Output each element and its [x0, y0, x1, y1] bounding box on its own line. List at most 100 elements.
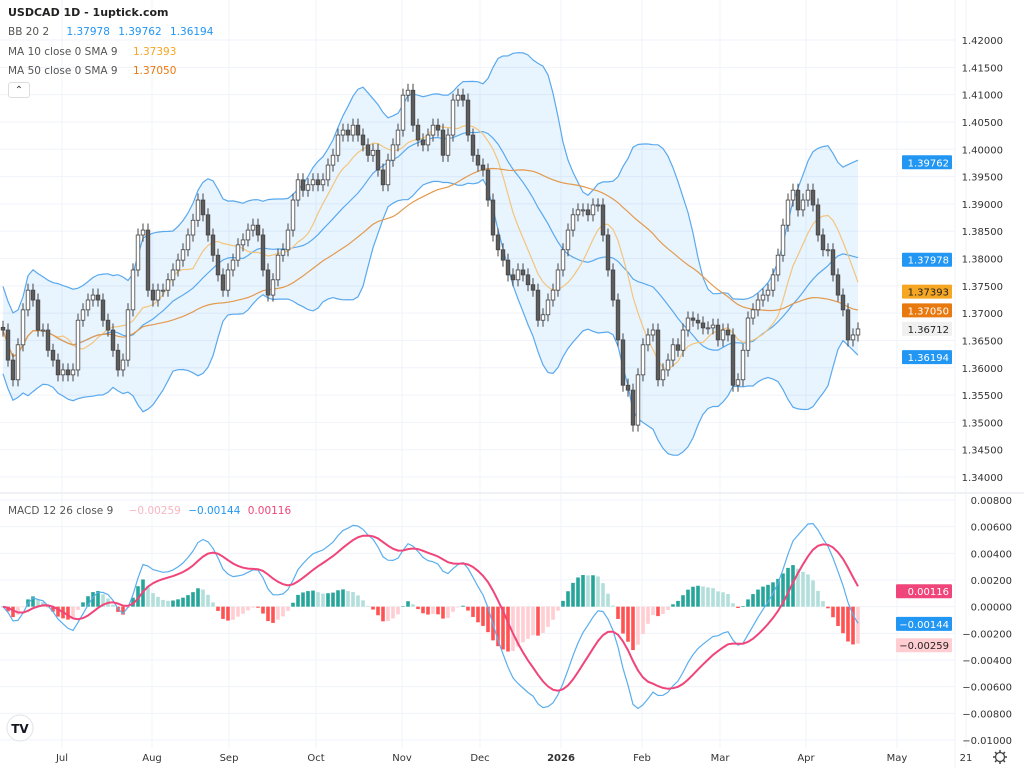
candle-body — [580, 209, 586, 212]
candle — [0, 320, 6, 337]
time-axis-label: Apr — [797, 753, 815, 764]
candle — [505, 253, 511, 282]
candle — [535, 283, 541, 327]
candle-body — [255, 224, 261, 236]
candle — [520, 263, 526, 282]
candle — [410, 83, 416, 132]
candle-body — [370, 149, 376, 156]
collapse-legend-button[interactable]: ⌃ — [8, 82, 30, 98]
candle — [815, 198, 821, 242]
candle — [840, 288, 846, 317]
candle-body — [605, 234, 611, 271]
candle-body — [625, 384, 631, 391]
candle — [255, 218, 261, 242]
macd-histogram-bar — [81, 602, 85, 607]
legend-bb-upper: 1.39762 — [118, 26, 162, 38]
candle — [5, 323, 11, 367]
candle-body — [280, 249, 286, 256]
legend-macd-value: −0.00144 — [188, 505, 241, 517]
time-axis-label: Oct — [307, 753, 324, 764]
macd-histogram-bar — [846, 606, 850, 642]
legend-ma10: MA 10 close 0 SMA 9 1.37393 — [8, 46, 176, 58]
candle — [45, 323, 51, 357]
candle-body — [385, 159, 391, 186]
candle-body — [120, 359, 126, 371]
macd-histogram-bar — [701, 586, 705, 607]
macd-histogram-bar — [451, 606, 455, 612]
candle-body — [70, 369, 76, 376]
macd-histogram-bar — [376, 606, 380, 616]
price-tick-label: 1.42000 — [962, 36, 1003, 47]
macd-histogram-bar — [146, 586, 150, 607]
gear-icon[interactable] — [993, 750, 1007, 764]
candle — [285, 223, 291, 257]
macd-histogram-bar — [231, 606, 235, 620]
macd-histogram-bar — [21, 606, 25, 608]
candle-body — [635, 374, 641, 426]
candle — [660, 363, 666, 387]
macd-histogram-bar — [676, 600, 680, 607]
candle — [770, 268, 776, 297]
macd-histogram-bar — [596, 576, 600, 607]
candle-body — [130, 269, 136, 311]
candle — [485, 163, 491, 207]
candle-body — [135, 234, 141, 271]
candle — [320, 173, 326, 192]
gear-tooth — [1002, 759, 1006, 763]
candle — [640, 338, 646, 382]
candle-body — [640, 344, 646, 376]
candle — [55, 353, 61, 382]
candle-body — [585, 209, 591, 216]
macd-histogram-bar — [76, 606, 80, 610]
candle-body — [755, 299, 761, 311]
candle — [560, 243, 566, 277]
candle — [620, 333, 626, 392]
macd-histogram-bar — [576, 577, 580, 607]
candle — [545, 293, 551, 322]
macd-histogram-bar — [661, 606, 665, 615]
badge-value: −0.00144 — [899, 620, 949, 631]
candle-body — [355, 124, 361, 136]
macd-histogram-bar — [176, 599, 180, 607]
candle-body — [200, 199, 206, 216]
candle-body — [665, 359, 671, 371]
candle-body — [425, 134, 431, 146]
price-tick-label: 1.40000 — [962, 145, 1003, 156]
candle-body — [695, 319, 701, 324]
candle-body — [395, 129, 401, 146]
macd-histogram-bar — [631, 606, 635, 651]
candle — [500, 243, 506, 267]
candle — [515, 263, 521, 287]
price-tick-label: 1.41500 — [962, 63, 1003, 74]
badge-value: 0.00116 — [908, 587, 949, 598]
candle — [735, 373, 741, 392]
candle — [20, 303, 26, 352]
candle — [555, 263, 561, 297]
badge-value: 1.36194 — [908, 353, 949, 364]
candle — [445, 128, 451, 162]
badge-value: 1.37050 — [908, 306, 949, 317]
macd-histogram-bar — [446, 606, 450, 618]
candle-body — [240, 239, 246, 246]
candle-body — [35, 299, 41, 331]
candle — [510, 268, 516, 287]
candle-body — [545, 299, 551, 316]
candle-body — [735, 379, 741, 386]
candle-body — [230, 259, 236, 271]
macd-histogram-bar — [236, 606, 240, 617]
legend-macd-signal: 0.00116 — [247, 505, 292, 517]
badge-bg — [896, 616, 952, 631]
candle-body — [445, 134, 451, 156]
candle-body — [465, 99, 471, 136]
candle — [290, 193, 296, 237]
candle — [355, 118, 361, 142]
candle — [720, 323, 726, 347]
candle-body — [475, 154, 481, 166]
bb-lower-line — [2, 178, 859, 456]
candle-body — [740, 349, 746, 381]
candle-body — [50, 349, 56, 361]
candle — [265, 263, 271, 302]
candle — [565, 223, 571, 257]
candle — [425, 128, 431, 152]
